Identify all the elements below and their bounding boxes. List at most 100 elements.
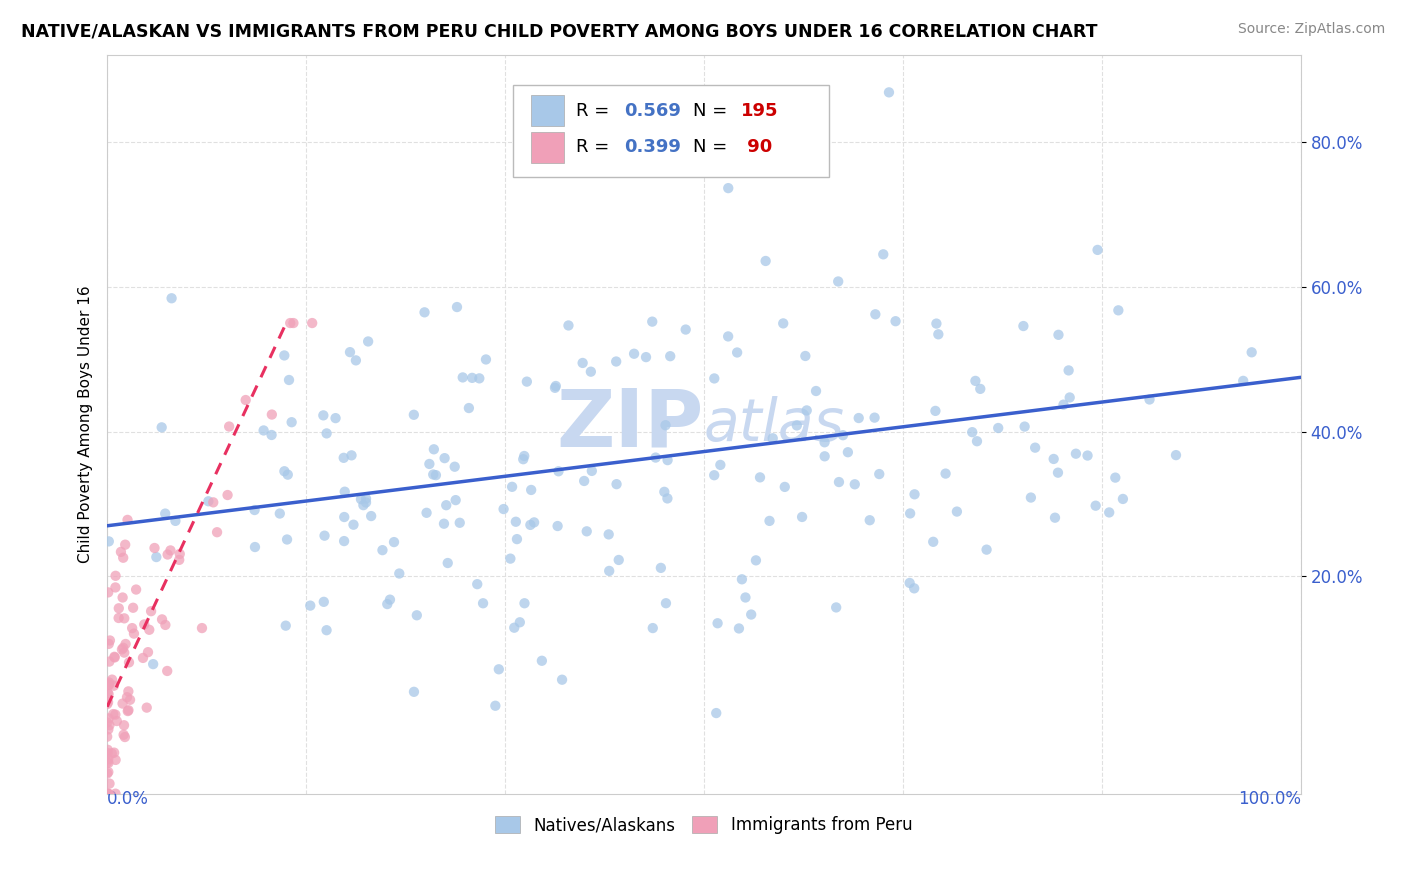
FancyBboxPatch shape (531, 132, 564, 163)
Point (415, 506, 437, 520)
Point (425, 468, 447, 483)
Point (117, 704, 139, 718)
Point (825, 600, 848, 615)
Point (325, 411, 347, 425)
Point (117, 513, 139, 527)
Point (112, 646, 135, 660)
Point (969, 382, 991, 396)
Point (731, 572, 754, 586)
Point (145, 550, 167, 565)
Point (1164, 448, 1187, 462)
Point (922, 534, 945, 549)
Point (142, 657, 165, 672)
Point (191, 621, 214, 635)
Point (844, 477, 866, 491)
Point (110, 545, 132, 559)
Point (903, 582, 925, 596)
Point (1098, 505, 1121, 519)
Point (675, 322, 697, 336)
Point (273, 348, 295, 362)
Point (572, 474, 595, 488)
Point (243, 503, 266, 517)
Point (703, 468, 725, 483)
Point (301, 316, 323, 330)
Point (333, 484, 356, 499)
Point (654, 418, 676, 433)
Point (252, 424, 274, 438)
Point (378, 592, 401, 607)
Point (169, 547, 191, 561)
Text: atlas: atlas (704, 396, 845, 453)
Legend: Natives/Alaskans, Immigrants from Peru: Natives/Alaskans, Immigrants from Peru (489, 809, 920, 841)
Point (98, 718, 121, 732)
Point (97, 585, 120, 599)
Point (122, 600, 145, 615)
Point (218, 419, 240, 434)
Point (96, 766, 118, 780)
Point (1232, 374, 1254, 388)
Point (104, 707, 127, 722)
Point (402, 685, 425, 699)
Point (243, 540, 266, 554)
Point (758, 514, 780, 528)
Point (884, 314, 907, 328)
Point (623, 347, 645, 361)
Point (444, 493, 467, 508)
Point (167, 553, 190, 567)
Point (114, 730, 136, 744)
Point (134, 617, 156, 632)
Point (111, 697, 134, 711)
Point (278, 373, 301, 387)
Point (107, 601, 129, 615)
Point (388, 566, 411, 581)
Point (634, 350, 657, 364)
Point (205, 525, 228, 540)
Point (605, 354, 627, 368)
Point (503, 621, 526, 635)
Point (96, 715, 118, 730)
Point (443, 459, 465, 474)
Point (704, 706, 727, 720)
Point (104, 753, 127, 767)
Point (107, 611, 129, 625)
Point (465, 577, 488, 591)
Point (315, 426, 337, 441)
Point (472, 596, 495, 610)
Point (513, 596, 536, 610)
Point (946, 505, 969, 519)
Text: R =: R = (576, 138, 616, 156)
Point (762, 431, 785, 445)
Point (375, 597, 398, 611)
Point (97, 534, 120, 549)
Point (114, 538, 136, 552)
Point (280, 415, 302, 429)
Point (96, 730, 118, 744)
Point (235, 392, 257, 407)
Point (492, 502, 515, 516)
Point (97, 687, 120, 701)
Point (717, 329, 740, 343)
Point (97, 787, 120, 801)
Point (657, 453, 679, 467)
Point (333, 534, 356, 549)
Point (1084, 499, 1107, 513)
Point (357, 334, 380, 349)
Point (859, 513, 882, 527)
Point (97, 764, 120, 779)
Point (274, 618, 297, 632)
Point (475, 352, 498, 367)
Text: 0.569: 0.569 (624, 102, 681, 120)
Text: 90: 90 (741, 138, 772, 156)
Point (530, 654, 553, 668)
Point (512, 452, 534, 467)
Point (451, 370, 474, 384)
Point (312, 409, 335, 423)
Point (104, 787, 127, 801)
Point (260, 428, 283, 442)
Point (488, 662, 510, 676)
Point (1043, 510, 1066, 524)
Y-axis label: Child Poverty Among Boys Under 16: Child Poverty Among Boys Under 16 (79, 285, 93, 563)
Point (1014, 419, 1036, 434)
Point (354, 495, 377, 509)
Point (499, 551, 522, 566)
